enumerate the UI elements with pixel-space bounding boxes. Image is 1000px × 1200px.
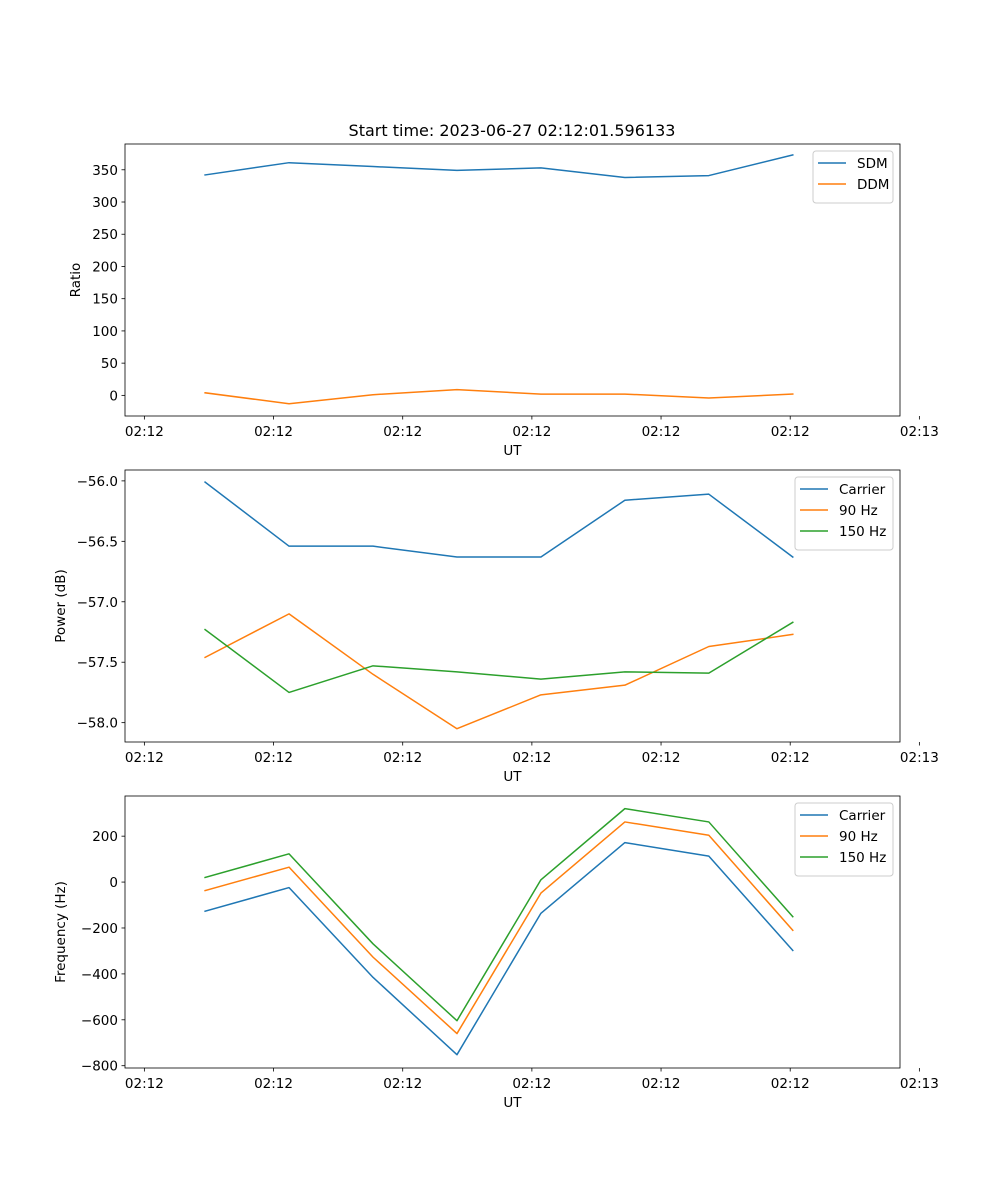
axes-frame [124,143,901,417]
x-tick-label: 02:12 [771,1076,810,1092]
x-tick-label: 02:13 [900,424,939,440]
y-tick-label: −58.0 [77,716,118,732]
y-tick-label: −57.5 [77,655,118,671]
y-tick-label: 150 [92,292,118,308]
x-tick-label: 02:12 [383,1076,422,1092]
series-line-1-2 [204,388,794,405]
y-tick-label: −600 [81,1013,118,1029]
y-tick-label: −56.0 [77,474,118,490]
series-line-3-3 [204,807,794,1022]
series-line-1-1 [204,154,794,179]
x-tick-label: 02:12 [512,750,551,766]
y-tick-label: 300 [92,195,118,211]
x-tick-label: 02:12 [254,750,293,766]
series-line-2-2 [204,613,794,730]
series-line-3-1 [204,841,794,1056]
legend-label: Carrier [839,482,886,498]
x-tick-label: 02:12 [383,750,422,766]
x-tick-label: 02:12 [125,424,164,440]
y-tick-label: 350 [92,163,118,179]
x-tick-label: 02:12 [642,750,681,766]
chart-panel-3: 02:12 02:12 02:12 02:12 02:12 02:12 02:13 −800 −… [53,795,939,1111]
y-tick-label: 200 [92,829,118,845]
chart-panel-1: 02:12 02:12 02:12 02:12 02:12 02:12 02:13 0 50 10… [68,143,939,459]
x-tick-label: 02:12 [125,1076,164,1092]
chart-panel-2: 02:12 02:12 02:12 02:12 02:12 02:12 02:13 −58.0… [53,469,939,785]
x-tick-label: 02:12 [512,424,551,440]
y-tick-label: −200 [81,921,118,937]
y-axis-label: Frequency (Hz) [53,881,69,983]
y-tick-label: 250 [92,227,118,243]
legend-label: 150 Hz [839,524,886,540]
chart-title: Start time: 2023-06-27 02:12:01.596133 [349,121,676,140]
x-tick-label: 02:12 [254,1076,293,1092]
legend-label: DDM [857,177,889,193]
series-line-2-1 [204,481,794,559]
x-tick-label: 02:12 [642,424,681,440]
series-line-2-3 [204,621,794,694]
legend-label: SDM [857,156,888,172]
series-line-3-2 [204,821,794,1035]
x-tick-label: 02:12 [512,1076,551,1092]
legend: Carrier 90 Hz 150 Hz [794,476,894,551]
legend-box [812,150,894,204]
y-tick-label: −57.0 [77,595,118,611]
y-tick-label: 0 [109,875,118,891]
legend-label: 90 Hz [839,829,878,845]
x-axis-label: UT [503,443,522,459]
x-tick-label: 02:12 [771,424,810,440]
axes-frame [124,469,901,743]
y-tick-label: 50 [101,356,118,372]
y-tick-label: 100 [92,324,118,340]
legend-label: 150 Hz [839,850,886,866]
y-tick-label: −800 [81,1059,118,1075]
y-tick-label: −400 [81,967,118,983]
x-axis-label: UT [503,1095,522,1111]
legend: SDM DDM [812,150,894,204]
legend: Carrier 90 Hz 150 Hz [794,802,894,877]
x-tick-label: 02:13 [900,750,939,766]
legend-label: Carrier [839,808,886,824]
y-axis-label: Power (dB) [53,569,69,642]
y-tick-label: 0 [109,388,118,404]
y-tick-label: 200 [92,259,118,275]
x-tick-label: 02:12 [125,750,164,766]
axes-frame [124,795,901,1069]
x-tick-label: 02:12 [642,1076,681,1092]
x-tick-label: 02:13 [900,1076,939,1092]
y-axis-label: Ratio [68,263,84,298]
y-tick-label: −56.5 [77,534,118,550]
x-tick-label: 02:12 [383,424,422,440]
x-tick-label: 02:12 [771,750,810,766]
x-tick-label: 02:12 [254,424,293,440]
x-axis-label: UT [503,769,522,785]
legend-label: 90 Hz [839,503,878,519]
